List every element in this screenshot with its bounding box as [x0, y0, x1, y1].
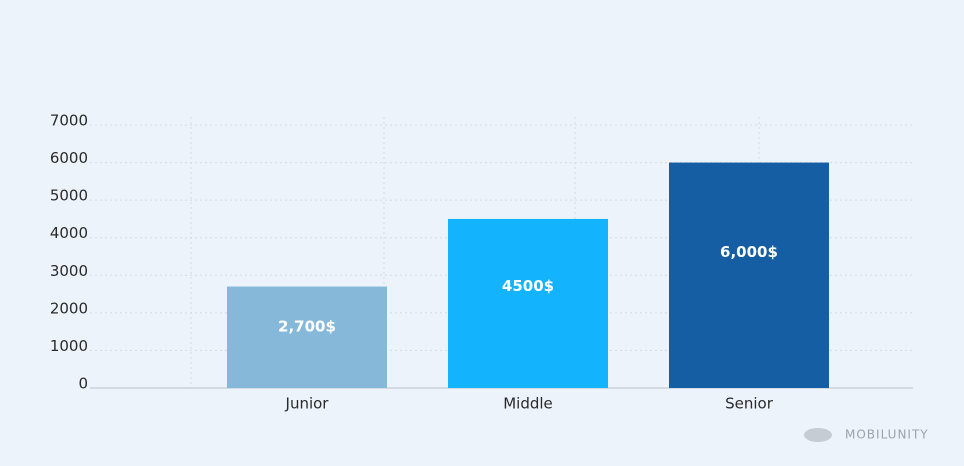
- watermark: MOBILUNITY: [845, 428, 929, 442]
- value-label: 6,000$: [720, 243, 778, 261]
- bar: [669, 162, 829, 388]
- bar: [448, 218, 608, 388]
- y-tick-label: 7000: [50, 112, 88, 130]
- bar: [227, 286, 387, 388]
- x-tick-label: Senior: [725, 395, 774, 413]
- logo: MOBILUNITY: [804, 428, 929, 442]
- y-tick-label: 3000: [50, 262, 88, 280]
- y-tick-label: 5000: [50, 187, 88, 205]
- value-label: 4500$: [502, 277, 554, 295]
- x-tick-label: Middle: [503, 395, 553, 413]
- value-label: 2,700$: [278, 318, 336, 336]
- y-tick-label: 1000: [50, 337, 88, 355]
- y-tick-label: 0: [78, 375, 88, 393]
- y-tick-label: 4000: [50, 224, 88, 242]
- x-tick-label: Junior: [285, 395, 330, 413]
- y-tick-label: 2000: [50, 299, 88, 317]
- logo-icon: [804, 428, 832, 442]
- y-tick-label: 6000: [50, 149, 88, 167]
